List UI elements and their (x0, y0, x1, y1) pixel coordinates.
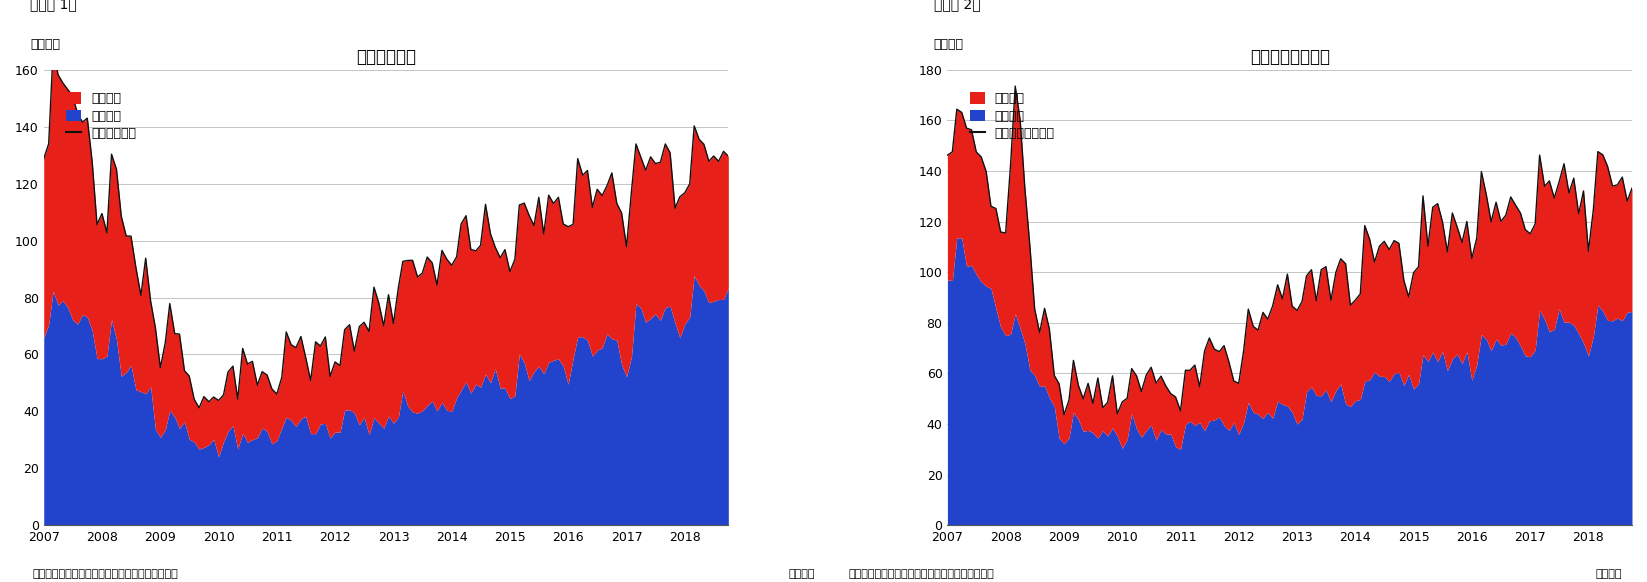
Text: （資料）センサス局よりニッセイ基礎研究所作成: （資料）センサス局よりニッセイ基礎研究所作成 (848, 569, 993, 579)
Text: （図表 2）: （図表 2） (934, 0, 980, 11)
Text: （月次）: （月次） (1596, 569, 1622, 579)
Title: 住宅着工件数: 住宅着工件数 (356, 48, 417, 66)
Text: （万件）: （万件） (30, 38, 59, 51)
Title: 住宅着工許可件数: 住宅着工許可件数 (1250, 48, 1329, 66)
Text: （万件）: （万件） (934, 38, 963, 51)
Legend: 集合住宅, 一戸建て, 住宅建築許可件数: 集合住宅, 一戸建て, 住宅建築許可件数 (967, 90, 1057, 143)
Text: （図表 1）: （図表 1） (30, 0, 77, 11)
Text: （月次）: （月次） (789, 569, 815, 579)
Legend: 集合住宅, 一戸建て, 住宅着工件数: 集合住宅, 一戸建て, 住宅着工件数 (64, 90, 138, 143)
Text: （資料）センサス局よりニッセイ基礎研究所作成: （資料）センサス局よりニッセイ基礎研究所作成 (33, 569, 178, 579)
